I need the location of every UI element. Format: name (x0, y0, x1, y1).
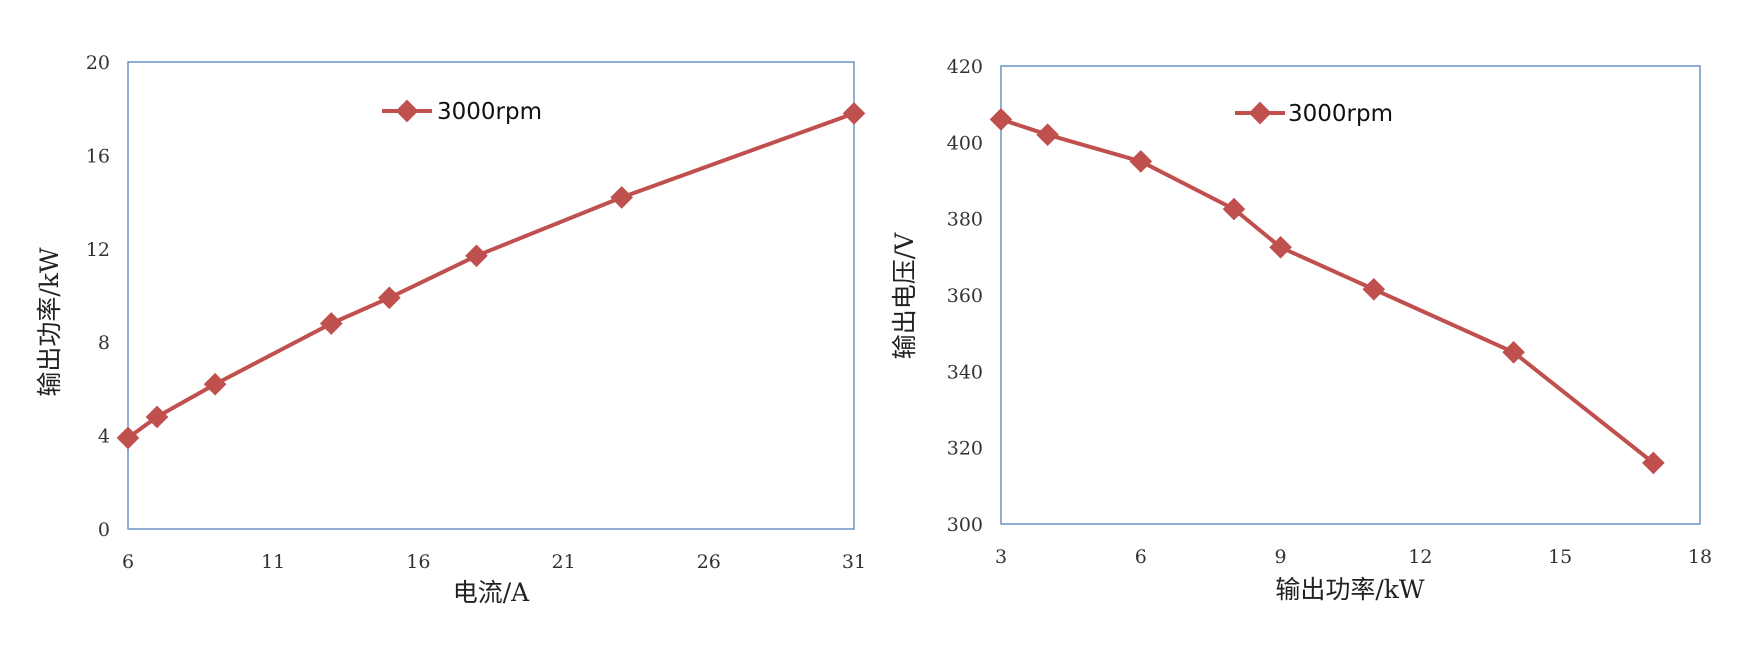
x-tick-label: 21 (552, 551, 576, 573)
y-tick-label: 420 (947, 56, 983, 78)
legend-diamond-marker (395, 99, 419, 123)
y-tick-label: 4 (98, 426, 110, 448)
legend-label: 3000rpm (437, 99, 542, 125)
y-tick-label: 320 (947, 438, 983, 460)
y-tick-label: 360 (947, 285, 983, 307)
legend-label: 3000rpm (1288, 101, 1393, 127)
data-point-marker (203, 372, 227, 396)
x-tick-label: 18 (1688, 546, 1712, 568)
y-axis-title: 输出电压/V (890, 232, 919, 359)
x-tick-label: 31 (842, 551, 866, 573)
y-tick-label: 16 (86, 145, 110, 167)
y-tick-labels: 300 320 340 360 380 400 420 (947, 56, 983, 536)
x-tick-label: 6 (122, 551, 134, 573)
legend: 3000rpm (1235, 101, 1393, 127)
data-point-marker (319, 312, 343, 335)
chart-current-vs-power: 0 4 8 12 16 20 6 11 16 21 26 31 3000rpm 电流/A 输出功率/… (35, 52, 866, 607)
data-point-marker (378, 286, 401, 310)
y-tick-labels: 0 4 8 12 16 20 (86, 52, 110, 541)
x-tick-label: 3 (995, 546, 1007, 568)
x-tick-label: 6 (1135, 546, 1147, 568)
x-tick-label: 16 (406, 551, 430, 573)
data-point-marker (465, 244, 488, 268)
x-tick-label: 9 (1275, 546, 1287, 568)
x-tick-label: 15 (1548, 546, 1572, 568)
data-point-marker (145, 405, 169, 429)
data-point-marker (116, 426, 140, 450)
legend: 3000rpm (382, 99, 542, 125)
series-line (126, 111, 855, 440)
y-tick-label: 20 (86, 52, 110, 74)
x-tick-label: 11 (261, 551, 285, 573)
x-axis-title: 电流/A (453, 578, 530, 607)
series-marker-layer (989, 108, 1665, 475)
x-tick-labels: 3 6 9 12 15 18 (995, 546, 1712, 568)
x-tick-label: 26 (697, 551, 721, 573)
plot-area-frame (1000, 65, 1701, 525)
x-tick-label: 12 (1408, 546, 1432, 568)
y-tick-label: 340 (947, 361, 983, 383)
series-line-layer (126, 111, 855, 440)
legend-diamond-marker (1248, 101, 1272, 125)
series-line-layer (1000, 117, 1655, 465)
x-tick-labels: 6 11 16 21 26 31 (122, 551, 866, 573)
y-tick-label: 380 (947, 209, 983, 231)
data-point-marker (842, 102, 866, 125)
y-tick-label: 12 (86, 239, 110, 261)
y-axis-title: 输出功率/kW (35, 247, 64, 397)
y-tick-label: 8 (98, 332, 110, 354)
series-marker-layer (116, 102, 866, 450)
y-tick-label: 300 (947, 514, 983, 536)
data-point-marker (610, 186, 633, 209)
x-axis-title: 输出功率/kW (1275, 575, 1425, 604)
plot-area-frame (127, 61, 855, 530)
series-line (1000, 117, 1655, 465)
y-tick-label: 400 (947, 132, 983, 154)
y-tick-label: 0 (98, 519, 110, 541)
